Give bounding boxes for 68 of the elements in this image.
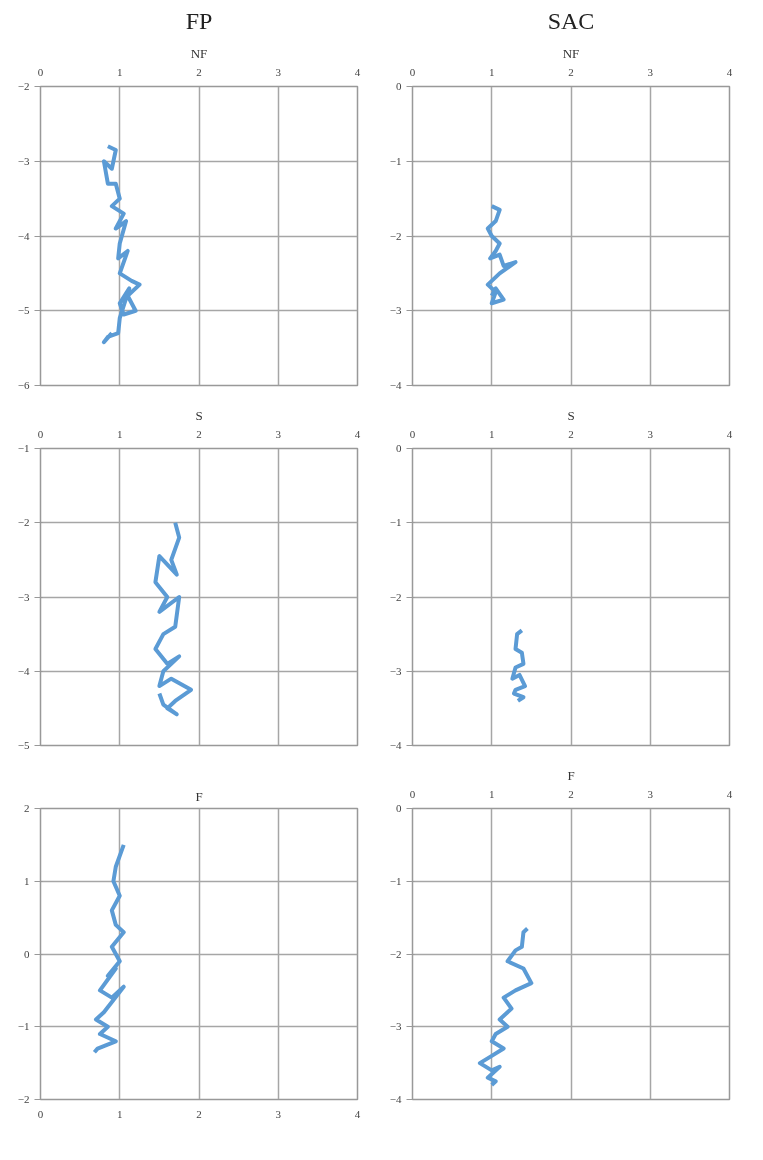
y-tick-label: −2 [389, 229, 402, 242]
chart-subtitle: NF [190, 45, 208, 61]
x-tick-label: 2 [568, 787, 574, 800]
y-tick-label: −3 [389, 304, 402, 317]
x-tick-label: 0 [37, 65, 44, 78]
x-tick-label: 0 [409, 427, 416, 440]
y-tick-label: 0 [396, 80, 402, 92]
x-tick-label: 4 [726, 65, 733, 78]
x-tick-label: 3 [647, 787, 654, 800]
y-tick-label: −1 [17, 1020, 30, 1033]
y-tick-label: −2 [389, 947, 402, 960]
x-tick-label: 0 [409, 65, 416, 78]
chart-subtitle: S [195, 407, 203, 423]
y-tick-label: −5 [17, 739, 30, 751]
x-tick-label: 0 [37, 427, 44, 440]
y-tick-label: 0 [24, 947, 30, 960]
x-tick-label: 3 [275, 427, 282, 440]
y-tick-label: −5 [17, 304, 30, 317]
y-tick-label: −4 [17, 664, 30, 677]
y-tick-label: −4 [389, 739, 402, 751]
x-tick-label: 1 [489, 427, 495, 440]
chart-subtitle: S [567, 407, 575, 423]
y-tick-label: −3 [17, 590, 30, 603]
y-tick-label: −2 [17, 516, 30, 529]
y-tick-label: −1 [389, 154, 402, 167]
x-tick-label: 4 [726, 427, 733, 440]
chart-title: SAC [547, 7, 595, 34]
x-tick-label: 4 [354, 427, 361, 440]
x-tick-label: 1 [489, 787, 495, 800]
x-tick-label: 0 [37, 1107, 44, 1120]
chart-subtitle: NF [562, 45, 580, 61]
x-tick-label: 3 [275, 65, 282, 78]
x-tick-label: 4 [726, 787, 733, 800]
y-tick-label: −4 [389, 1093, 402, 1105]
y-tick-label: −1 [389, 516, 402, 529]
y-tick-label: 0 [396, 802, 402, 814]
x-tick-label: 1 [489, 65, 495, 78]
chart-subtitle: F [195, 788, 203, 804]
x-tick-label: 3 [647, 427, 654, 440]
x-tick-label: 0 [409, 787, 416, 800]
x-tick-label: 2 [196, 1107, 202, 1120]
x-tick-label: 3 [275, 1107, 282, 1120]
x-tick-label: 4 [354, 65, 361, 78]
x-tick-label: 1 [117, 427, 123, 440]
y-tick-label: −4 [389, 379, 402, 391]
y-tick-label: −2 [389, 590, 402, 603]
x-tick-label: 1 [117, 65, 123, 78]
y-tick-label: −6 [17, 379, 30, 391]
x-tick-label: 3 [647, 65, 654, 78]
x-tick-label: 2 [196, 65, 202, 78]
y-tick-label: −3 [389, 664, 402, 677]
x-tick-label: 4 [354, 1107, 361, 1120]
y-tick-label: −4 [17, 229, 30, 242]
x-tick-label: 2 [196, 427, 202, 440]
y-tick-label: 0 [396, 442, 402, 454]
x-tick-label: 1 [117, 1107, 123, 1120]
y-tick-label: −3 [389, 1020, 402, 1033]
y-tick-label: −1 [389, 874, 402, 887]
y-tick-label: −3 [17, 154, 30, 167]
y-tick-label: −2 [17, 80, 30, 92]
chart-subtitle: F [567, 767, 575, 783]
y-tick-label: −2 [17, 1093, 30, 1105]
y-tick-label: 1 [24, 874, 30, 887]
y-tick-label: 2 [24, 802, 30, 814]
y-tick-label: −1 [17, 442, 30, 454]
x-tick-label: 2 [568, 427, 574, 440]
x-tick-label: 2 [568, 65, 574, 78]
chart-title: FP [185, 7, 213, 34]
